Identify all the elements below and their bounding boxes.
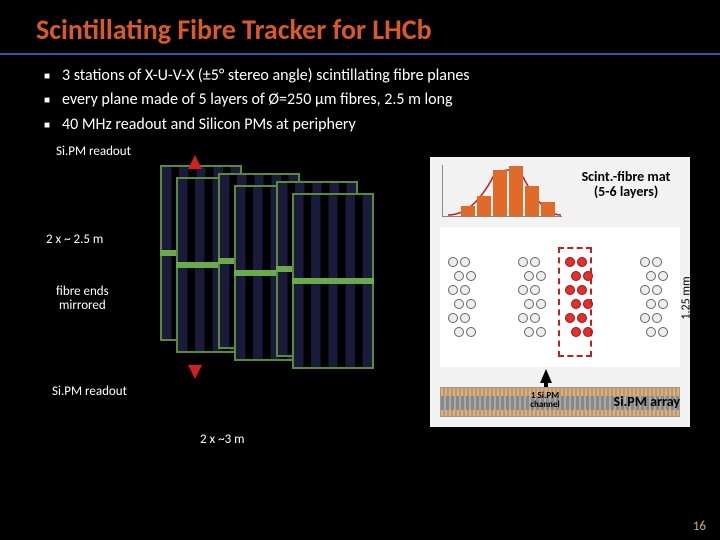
- hist-bar: [493, 170, 507, 216]
- fibre-dot: [448, 285, 458, 295]
- sipm-pointer-arrow: [540, 369, 552, 383]
- page-number: 16: [693, 519, 706, 534]
- tracker-plane: [292, 193, 374, 369]
- fibre-dot: [454, 299, 464, 309]
- fibre-dot: [454, 327, 464, 337]
- label-sipm-channel: 1 Si.PM channel: [520, 391, 570, 409]
- fibre-dot: [646, 271, 656, 281]
- fibre-dot: [460, 257, 470, 267]
- label-fibre-mirrored: fibre ends mirrored: [56, 285, 109, 314]
- fibre-dot: [518, 313, 528, 323]
- label-sipm-array: Si.PM array: [614, 393, 681, 410]
- fibre-dot: [524, 299, 534, 309]
- bullet-item: 3 stations of X-U-V-X (±5° stereo angle)…: [44, 65, 690, 87]
- fibre-dot: [652, 257, 662, 267]
- label-dim-horizontal: 2 x ~3 m: [200, 433, 244, 447]
- readout-arrow-icon: [188, 155, 202, 169]
- fibre-dot: [460, 285, 470, 295]
- fibre-dot: [640, 257, 650, 267]
- fibre-dot: [466, 299, 476, 309]
- fibre-dot: [640, 285, 650, 295]
- bullet-item: every plane made of 5 layers of Ø=250 μm…: [44, 89, 690, 111]
- fibre-dot: [460, 313, 470, 323]
- fibre-dot: [518, 257, 528, 267]
- fibre-dot: [652, 313, 662, 323]
- fibre-cross-section: [440, 227, 680, 367]
- hist-bar: [461, 206, 475, 216]
- diagram-area: Si.PM readout 2 x ~ 2.5 m fibre ends mir…: [0, 145, 720, 515]
- hist-bar: [541, 202, 555, 216]
- hist-bar: [525, 186, 539, 216]
- fibre-dot: [518, 285, 528, 295]
- hist-bar: [509, 166, 523, 216]
- fibre-dot: [536, 327, 546, 337]
- label-height-mm: 1.25 mm: [679, 276, 693, 319]
- fibre-dot: [466, 327, 476, 337]
- label-sipm-top: Si.PM readout: [56, 145, 131, 159]
- fibre-dot: [658, 271, 668, 281]
- inset-mat-label: Scint.-fibre mat (5-6 layers): [568, 169, 684, 200]
- fibre-dot: [646, 327, 656, 337]
- fibre-dot: [524, 327, 534, 337]
- hist-bar: [477, 196, 491, 216]
- fibre-dot: [658, 299, 668, 309]
- fibre-dot: [536, 299, 546, 309]
- inset-histogram: [442, 165, 562, 217]
- page-title: Scintillating Fibre Tracker for LHCb: [0, 0, 720, 55]
- inset-panel: Scint.-fibre mat (5-6 layers) 1.25 mm 1 …: [430, 157, 690, 427]
- label-dim-vertical: 2 x ~ 2.5 m: [46, 233, 103, 247]
- fibre-dot: [530, 257, 540, 267]
- fibre-dot: [640, 313, 650, 323]
- bullet-item: 40 MHz readout and Silicon PMs at periph…: [44, 114, 690, 136]
- fibre-dot: [448, 257, 458, 267]
- label-sipm-bottom: Si.PM readout: [52, 385, 127, 399]
- fibre-dot: [530, 313, 540, 323]
- fibre-dot: [646, 299, 656, 309]
- hit-channel-box: [558, 247, 592, 357]
- fibre-dot: [658, 327, 668, 337]
- fibre-dot: [652, 285, 662, 295]
- fibre-dot: [466, 271, 476, 281]
- readout-arrow-icon: [188, 365, 202, 379]
- fibre-dot: [530, 285, 540, 295]
- fibre-dot: [454, 271, 464, 281]
- bullet-list: 3 stations of X-U-V-X (±5° stereo angle)…: [0, 55, 720, 144]
- fibre-dot: [524, 271, 534, 281]
- fibre-dot: [536, 271, 546, 281]
- fibre-dot: [448, 313, 458, 323]
